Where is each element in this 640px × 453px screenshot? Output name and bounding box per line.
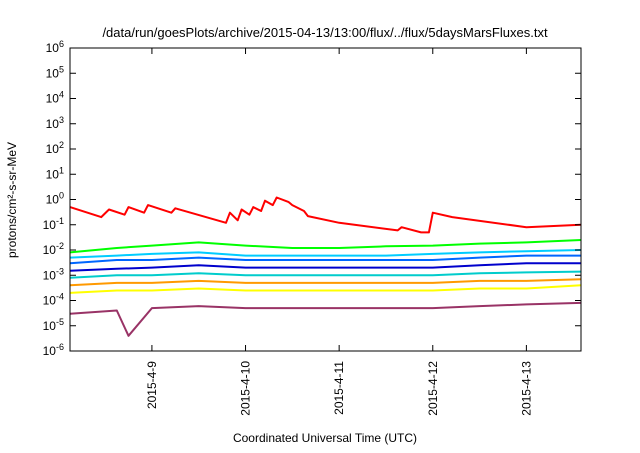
series-line-9 bbox=[69, 301, 582, 337]
y-tick-label: 10-6 bbox=[43, 342, 64, 358]
y-tick-label: 106 bbox=[46, 39, 64, 55]
y-tick-label: 102 bbox=[46, 140, 64, 156]
series-line-3 bbox=[69, 249, 582, 259]
x-tick-label: 2015-4-10 bbox=[239, 361, 253, 416]
x-tick-label: 2015-4-13 bbox=[519, 361, 533, 416]
y-tick-label: 10-5 bbox=[43, 317, 64, 333]
x-axis-label: Coordinated Universal Time (UTC) bbox=[233, 431, 417, 445]
series-line-6 bbox=[69, 270, 582, 279]
x-tick-label: 2015-4-11 bbox=[332, 361, 346, 415]
y-tick-label: 10-3 bbox=[43, 266, 64, 282]
y-tick-label: 100 bbox=[46, 191, 64, 207]
y-tick-label: 10-1 bbox=[43, 216, 64, 232]
y-axis-label: protons/cm²-s-sr-MeV bbox=[5, 142, 19, 258]
y-tick-label: 104 bbox=[46, 90, 64, 106]
series-line-2 bbox=[69, 239, 582, 254]
y-tick-label: 10-4 bbox=[43, 292, 64, 308]
series-line-5 bbox=[69, 262, 581, 272]
series-line-1 bbox=[69, 196, 582, 234]
y-tick-label: 10-2 bbox=[43, 241, 64, 257]
y-axis: 10-6 10-5 10-4 10-3 10-2 10-1 100 101 102 103 104 1… bbox=[43, 39, 581, 358]
chart-title: /data/run/goesPlots/archive/2015-04-13/1… bbox=[102, 25, 548, 40]
x-tick-label: 2015-4-12 bbox=[426, 361, 440, 416]
x-tick-label: 2015-4-9 bbox=[145, 361, 159, 409]
y-tick-label: 103 bbox=[46, 115, 64, 131]
series-line-4 bbox=[69, 254, 581, 265]
series-layer bbox=[69, 196, 582, 337]
series-line-8 bbox=[69, 284, 582, 294]
y-tick-label: 101 bbox=[46, 165, 64, 181]
y-tick-label: 105 bbox=[46, 64, 64, 80]
x-axis: 2015-4-9 2015-4-10 2015-4-11 2015-4-12 2015-… bbox=[145, 48, 533, 416]
series-line-7 bbox=[69, 278, 582, 287]
